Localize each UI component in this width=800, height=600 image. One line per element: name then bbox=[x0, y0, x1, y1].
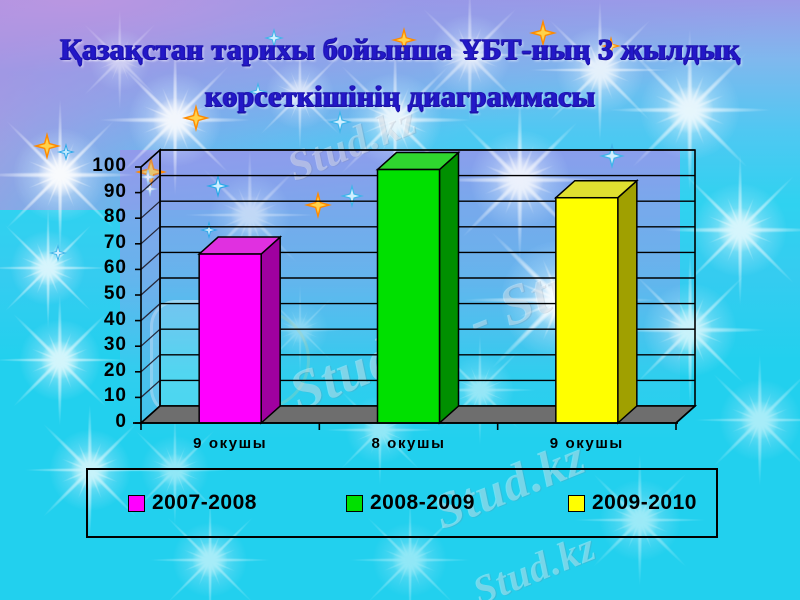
legend-item-1[interactable]: 2007-2008 bbox=[128, 491, 257, 515]
bar-front-face bbox=[198, 253, 262, 424]
axis-tick-connector-30 bbox=[140, 328, 161, 347]
legend-swatch-icon bbox=[346, 494, 363, 512]
axis-tick-connector-90 bbox=[140, 175, 161, 194]
legend-item-2[interactable]: 2008-2009 bbox=[346, 491, 475, 515]
page-title: Қазақстан тарихы бойынша ҰБТ-ның 3 жылды… bbox=[60, 33, 740, 114]
axis-tick-connector-20 bbox=[140, 354, 161, 373]
y-tick-label-100: 100 bbox=[92, 155, 127, 176]
legend-item-3[interactable]: 2009-2010 bbox=[568, 491, 697, 515]
y-tick-label-30: 30 bbox=[103, 334, 127, 356]
x-tick-label-3: 9 окушы bbox=[549, 435, 624, 452]
bar-2 bbox=[375, 150, 461, 425]
floor-right-edge bbox=[675, 405, 696, 424]
legend-label: 2009-2010 bbox=[592, 491, 697, 514]
axis-tick-connector-70 bbox=[140, 226, 161, 245]
y-tick-label-20: 20 bbox=[103, 359, 127, 381]
y-tick-label-50: 50 bbox=[103, 283, 127, 304]
bar-3 bbox=[553, 179, 639, 425]
x-tick-label-1: 9 окушы bbox=[193, 435, 268, 452]
legend-swatch-icon bbox=[128, 494, 145, 512]
axis-tick-connector-50 bbox=[140, 277, 161, 296]
y-tick-label-80: 80 bbox=[103, 206, 127, 228]
y-tick-label-60: 60 bbox=[103, 257, 127, 279]
y-tick-label-90: 90 bbox=[103, 180, 127, 202]
y-tick-label-0: 0 bbox=[115, 411, 127, 432]
x-tick-label-2: 8 окушы bbox=[371, 435, 446, 452]
bar-side-face bbox=[260, 235, 281, 425]
y-tick-label-70: 70 bbox=[103, 231, 127, 253]
axis-tick-connector-80 bbox=[140, 200, 161, 219]
bar-front-face bbox=[555, 196, 619, 424]
chart-legend: 2007-2008 2008-2009 2009-2010 bbox=[86, 468, 718, 538]
axis-tick-connector-40 bbox=[140, 303, 161, 322]
bar-1 bbox=[197, 235, 283, 425]
y-tick-label-10: 10 bbox=[103, 385, 127, 407]
axis-tick-connector-10 bbox=[140, 379, 161, 398]
legend-label: 2008-2009 bbox=[370, 491, 475, 514]
axis-tick-connector-60 bbox=[140, 251, 161, 270]
legend-label: 2007-2008 bbox=[152, 491, 257, 514]
y-axis-panel bbox=[140, 148, 161, 425]
legend-swatch-icon bbox=[568, 494, 585, 512]
bar-front-face bbox=[376, 168, 441, 424]
y-tick-label-40: 40 bbox=[103, 308, 127, 330]
bar-side-face bbox=[617, 179, 638, 425]
bar-side-face bbox=[438, 150, 460, 425]
